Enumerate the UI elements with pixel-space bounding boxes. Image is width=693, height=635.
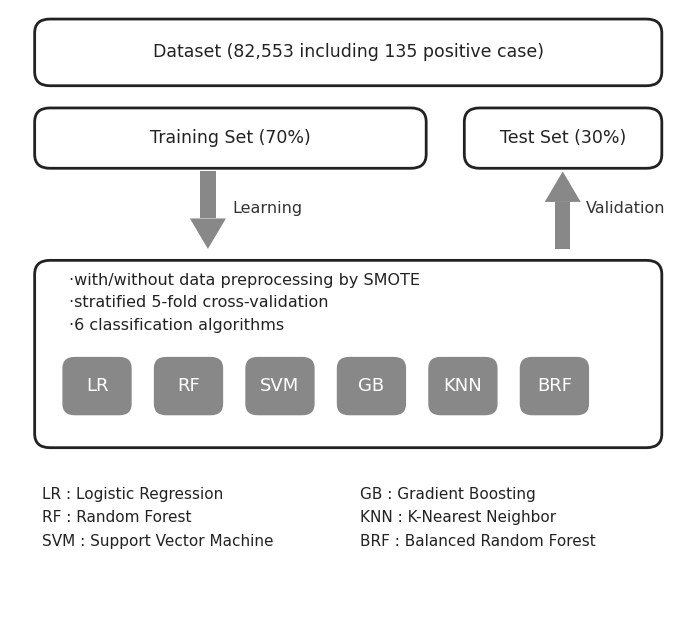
FancyBboxPatch shape <box>520 357 589 415</box>
Text: KNN : K-Nearest Neighbor: KNN : K-Nearest Neighbor <box>360 510 556 525</box>
FancyBboxPatch shape <box>62 357 132 415</box>
Text: Dataset (82,553 including 135 positive case): Dataset (82,553 including 135 positive c… <box>152 43 544 62</box>
Text: Validation: Validation <box>586 201 665 216</box>
Text: ·with/without data preprocessing by SMOTE: ·with/without data preprocessing by SMOT… <box>69 273 420 288</box>
Text: RF: RF <box>177 377 200 395</box>
FancyBboxPatch shape <box>428 357 498 415</box>
FancyBboxPatch shape <box>35 260 662 448</box>
FancyBboxPatch shape <box>154 357 223 415</box>
Text: RF : Random Forest: RF : Random Forest <box>42 510 191 525</box>
Text: Training Set (70%): Training Set (70%) <box>150 129 310 147</box>
Text: BRF: BRF <box>537 377 572 395</box>
Text: ·stratified 5-fold cross-validation: ·stratified 5-fold cross-validation <box>69 295 328 311</box>
Text: SVM: SVM <box>261 377 299 395</box>
FancyBboxPatch shape <box>200 171 216 218</box>
Polygon shape <box>545 171 581 202</box>
Text: GB : Gradient Boosting: GB : Gradient Boosting <box>360 486 536 502</box>
FancyBboxPatch shape <box>555 202 570 249</box>
FancyBboxPatch shape <box>35 19 662 86</box>
Polygon shape <box>190 218 226 249</box>
Text: BRF : Balanced Random Forest: BRF : Balanced Random Forest <box>360 533 596 549</box>
Text: Learning: Learning <box>232 201 302 216</box>
Text: GB: GB <box>358 377 385 395</box>
Text: LR: LR <box>86 377 108 395</box>
FancyBboxPatch shape <box>464 108 662 168</box>
Text: SVM : Support Vector Machine: SVM : Support Vector Machine <box>42 533 273 549</box>
Text: KNN: KNN <box>444 377 482 395</box>
FancyBboxPatch shape <box>35 108 426 168</box>
FancyBboxPatch shape <box>245 357 315 415</box>
Text: Test Set (30%): Test Set (30%) <box>500 129 626 147</box>
Text: LR : Logistic Regression: LR : Logistic Regression <box>42 486 223 502</box>
Text: ·6 classification algorithms: ·6 classification algorithms <box>69 318 284 333</box>
FancyBboxPatch shape <box>337 357 406 415</box>
